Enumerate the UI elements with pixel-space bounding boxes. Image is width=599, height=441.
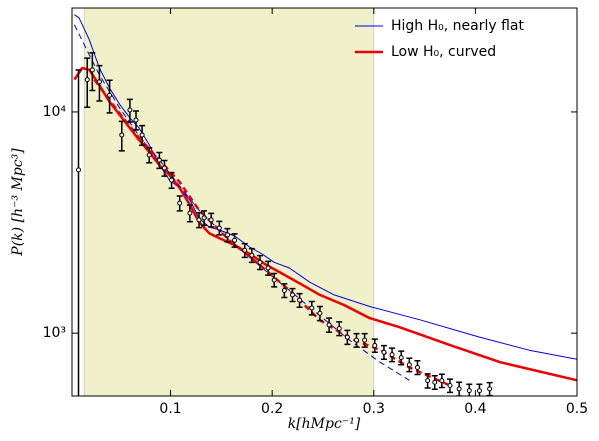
data-point [139,132,145,138]
x-axis-label: k[hMpc⁻¹] [288,416,361,432]
data-point [187,210,193,216]
data-point [344,334,350,340]
data-point [119,132,125,138]
plot-area [73,14,577,396]
data-point [107,92,113,98]
data-point [76,167,82,173]
data-point [326,322,332,328]
x-tick-label: 0.5 [566,401,588,417]
x-tick-label: 0.1 [159,401,181,417]
x-tick-label: 0.4 [464,401,486,417]
data-point [265,265,271,271]
data-point [317,310,323,316]
data-point [224,232,230,238]
plot-frame [71,7,578,397]
data-point [242,247,248,253]
data-point [354,337,360,343]
data-point [232,237,238,243]
data-point [432,379,438,385]
data-point [89,67,95,73]
error-bar [84,57,91,109]
data-point [271,277,277,283]
x-tick-label: 0.2 [261,401,283,417]
data-point [476,388,482,394]
data-point [249,252,255,258]
y-tick-label: 10³ [43,325,66,341]
data-point [281,287,287,293]
data-point [177,200,183,206]
shaded-region [83,7,375,397]
data-point [257,259,263,265]
data-point [84,77,90,83]
data-point [439,378,445,384]
data-point [456,386,462,392]
data-point [389,352,395,358]
data-point [133,117,139,123]
data-point [201,215,207,221]
data-point [146,152,152,158]
data-point [425,378,431,384]
data-point [196,217,202,223]
y-tick-label: 10⁴ [43,104,67,120]
data-point [336,325,342,331]
legend-label: High H₀, nearly flat [391,18,525,34]
data-point [169,177,175,183]
y-axis-label: P(k) [h⁻³ Mpc³] [10,148,26,257]
data-point [309,305,315,311]
data-point [398,355,404,361]
data-point [156,157,162,163]
series-line [93,78,451,387]
data-point [297,297,303,303]
data-point [127,107,133,113]
data-point [96,79,102,85]
data-point [216,225,222,231]
data-point [466,388,472,394]
data-point [406,362,412,368]
data-point [208,217,214,223]
legend-label: Low H₀, curved [391,44,496,60]
data-point [487,386,493,392]
data-point [447,383,453,389]
data-point [372,342,378,348]
data-point [289,292,295,298]
data-point [362,337,368,343]
x-tick-label: 0.3 [363,401,385,417]
data-point [381,349,387,355]
data-point [414,364,420,370]
error-bar [75,69,82,396]
data-point [161,165,167,171]
